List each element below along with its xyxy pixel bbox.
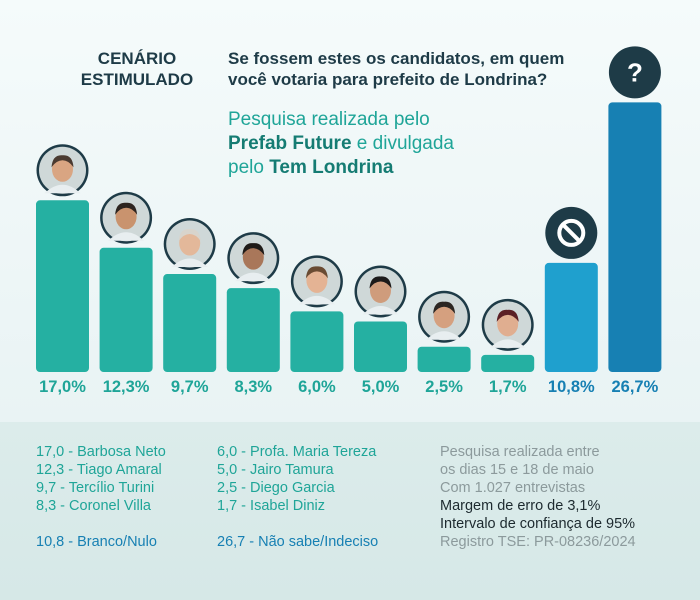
scenario-label: CENÁRIO ESTIMULADO bbox=[62, 48, 212, 90]
source-note: Pesquisa realizada pelo Prefab Future e … bbox=[228, 108, 528, 180]
legend-item-blank: 10,8 - Branco/Nulo bbox=[36, 534, 157, 550]
bar bbox=[290, 311, 344, 372]
bar bbox=[163, 274, 217, 372]
value-label: 10,8% bbox=[548, 378, 595, 396]
legend-item: 17,0 - Barbosa Neto bbox=[36, 444, 166, 460]
value-label: 2,5% bbox=[425, 378, 463, 396]
info-registration: Registro TSE: PR-08236/2024 bbox=[440, 534, 636, 550]
legend-column-1: 17,0 - Barbosa Neto 12,3 - Tiago Amaral … bbox=[36, 443, 166, 551]
bar bbox=[354, 321, 407, 372]
value-label: 17,0% bbox=[39, 378, 86, 396]
avatar bbox=[36, 144, 89, 197]
publisher-name: Tem Londrina bbox=[269, 157, 394, 178]
question-line-1: Se fossem estes os candidatos, em quem bbox=[228, 49, 565, 68]
legend-item-undecided: 26,7 - Não sabe/Indeciso bbox=[217, 534, 379, 550]
bar-chart: 17,0% 12,3% 9,7% 8,3% 6,0% 5,0% 2,5% 1,7% 10,8% 2… bbox=[36, 46, 662, 396]
info-margin: Margem de erro de 3,1% bbox=[440, 498, 601, 514]
survey-info: Pesquisa realizada entre os dias 15 e 18… bbox=[440, 443, 636, 551]
avatar bbox=[163, 218, 216, 271]
legend-item: 5,0 - Jairo Tamura bbox=[217, 462, 334, 478]
source-line-1: Pesquisa realizada pelo bbox=[228, 109, 430, 130]
bar bbox=[417, 346, 471, 372]
source-line-3: pelo Tem Londrina bbox=[228, 156, 528, 180]
question-mark-icon: ? bbox=[608, 46, 661, 99]
scenario-line-1: CENÁRIO bbox=[97, 49, 177, 68]
bar bbox=[608, 102, 662, 372]
avatar bbox=[481, 298, 534, 351]
value-label: 5,0% bbox=[362, 378, 400, 396]
svg-text:?: ? bbox=[627, 57, 643, 87]
legend-item: 2,5 - Diego Garcia bbox=[217, 480, 335, 496]
question-line-2: você votaria para prefeito de Londrina? bbox=[228, 70, 548, 89]
value-label: 26,7% bbox=[612, 378, 659, 396]
poll-question: Se fossem estes os candidatos, em quem v… bbox=[228, 48, 588, 90]
legend-item: 12,3 - Tiago Amaral bbox=[36, 462, 162, 478]
source-line-3-plain: pelo bbox=[228, 157, 270, 178]
bar bbox=[99, 247, 153, 372]
legend-item: 1,7 - Isabel Diniz bbox=[217, 498, 325, 514]
info-dates: os dias 15 e 18 de maio bbox=[440, 462, 594, 478]
bar bbox=[226, 288, 280, 372]
value-label: 6,0% bbox=[298, 378, 336, 396]
institute-name: Prefab Future bbox=[228, 133, 352, 154]
legend-column-2: 6,0 - Profa. Maria Tereza 5,0 - Jairo Ta… bbox=[217, 443, 378, 551]
avatar bbox=[227, 232, 280, 285]
bar bbox=[36, 200, 89, 372]
value-label: 1,7% bbox=[489, 378, 527, 396]
prohibited-icon bbox=[545, 206, 598, 259]
legend-item: 6,0 - Profa. Maria Tereza bbox=[217, 444, 377, 460]
info-period: Pesquisa realizada entre bbox=[440, 444, 600, 460]
bar bbox=[544, 262, 598, 372]
legend-item: 9,7 - Tercílio Turini bbox=[36, 480, 155, 496]
value-label: 8,3% bbox=[234, 378, 272, 396]
info-confidence: Intervalo de confiança de 95% bbox=[440, 516, 636, 532]
avatar bbox=[354, 265, 407, 318]
source-line-2-rest: e divulgada bbox=[351, 133, 454, 154]
value-label: 12,3% bbox=[103, 378, 150, 396]
legend-item: 8,3 - Coronel Villa bbox=[36, 498, 151, 514]
avatar bbox=[100, 191, 153, 244]
info-sample: Com 1.027 entrevistas bbox=[440, 480, 586, 496]
scenario-line-2: ESTIMULADO bbox=[80, 70, 194, 89]
value-label: 9,7% bbox=[171, 378, 209, 396]
avatar bbox=[290, 255, 343, 308]
source-line-2: Prefab Future e divulgada bbox=[228, 132, 528, 156]
bar bbox=[481, 354, 535, 372]
avatar bbox=[418, 290, 471, 343]
legend-panel bbox=[0, 422, 700, 600]
